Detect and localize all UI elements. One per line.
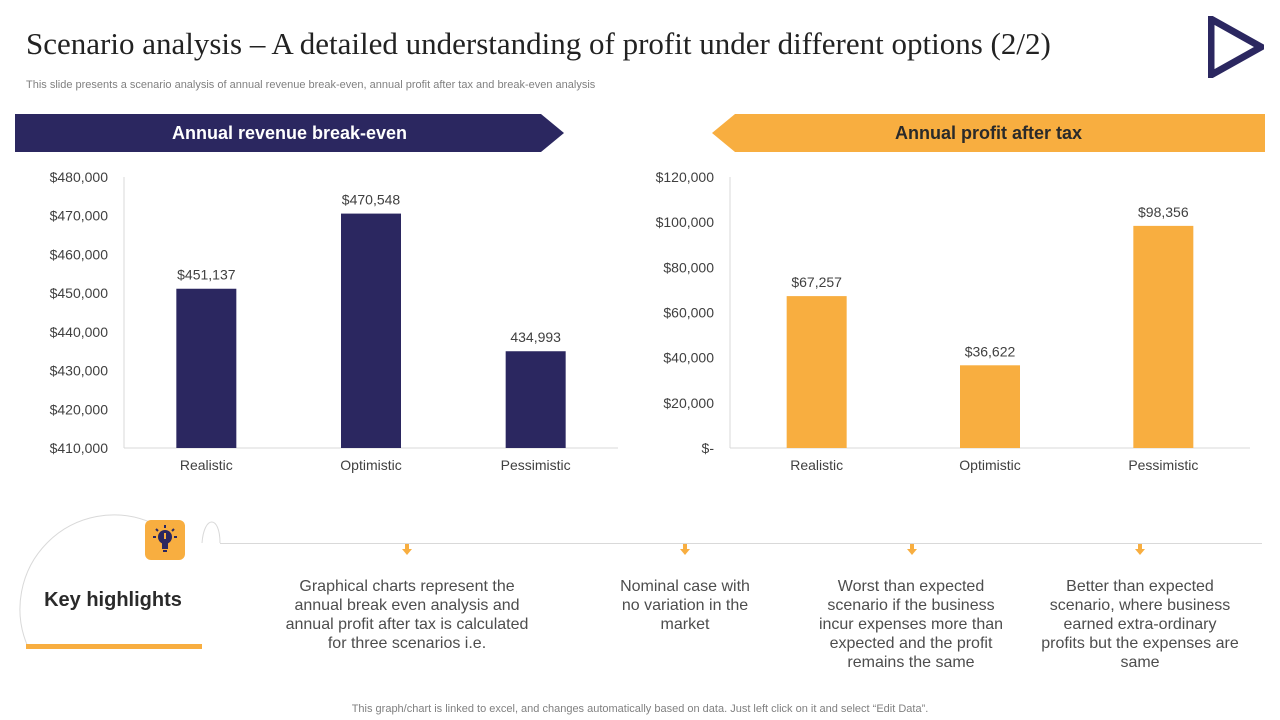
- timeline-marker: [680, 544, 690, 555]
- lightbulb-icon: [145, 520, 185, 560]
- x-tick-label: Optimistic: [959, 457, 1020, 473]
- slide-subtitle: This slide presents a scenario analysis …: [26, 79, 596, 91]
- timeline-marker: [402, 544, 412, 555]
- data-label: $36,622: [965, 343, 1016, 359]
- highlight-text-overview: Graphical charts represent the annual br…: [285, 578, 529, 652]
- slide-title: Scenario analysis – A detailed understan…: [26, 26, 1051, 61]
- data-label: 434,993: [510, 329, 561, 345]
- y-tick-label: $-: [702, 440, 715, 456]
- bar-optimistic: [960, 365, 1020, 448]
- y-tick-label: $460,000: [50, 246, 109, 262]
- data-label: $67,257: [791, 274, 842, 290]
- profit-after-tax-chart: $- $20,000 $40,000 $60,000 $80,000 $100,000 $1…: [640, 160, 1260, 485]
- highlight-text-worst: Worst than expected scenario if the busi…: [818, 578, 1004, 671]
- highlights-timeline: [220, 543, 1262, 544]
- y-tick-label: $440,000: [50, 324, 109, 340]
- bar-optimistic: [341, 213, 401, 448]
- y-tick-label: $120,000: [656, 169, 715, 185]
- bar-realistic: [786, 296, 847, 448]
- play-triangle-icon: [1208, 16, 1264, 78]
- highlights-arc: [19, 514, 221, 649]
- y-tick-label: $40,000: [663, 350, 714, 366]
- key-highlights-underline: [26, 644, 202, 649]
- highlight-text-better: Better than expected scenario, where bus…: [1041, 578, 1239, 671]
- highlight-text-nominal: Nominal case with no variation in the ma…: [620, 578, 750, 633]
- data-label: $451,137: [177, 267, 236, 283]
- x-tick-label: Realistic: [790, 457, 843, 473]
- y-tick-label: $430,000: [50, 363, 109, 379]
- x-tick-label: Pessimistic: [501, 457, 571, 473]
- banner-annual-revenue-break-even: Annual revenue break-even: [15, 114, 564, 152]
- y-tick-label: $100,000: [656, 214, 715, 230]
- timeline-marker: [907, 544, 917, 555]
- y-tick-label: $410,000: [50, 440, 109, 456]
- bar-pessimistic: [1133, 225, 1194, 448]
- y-tick-label: $470,000: [50, 208, 109, 224]
- y-tick-label: $420,000: [50, 401, 109, 417]
- x-tick-label: Realistic: [180, 457, 233, 473]
- x-tick-label: Pessimistic: [1128, 457, 1198, 473]
- banner-annual-profit-after-tax: Annual profit after tax: [712, 114, 1265, 152]
- y-tick-label: $20,000: [663, 395, 714, 411]
- timeline-marker: [1135, 544, 1145, 555]
- data-label: $98,356: [1138, 204, 1189, 220]
- key-highlights-label: Key highlights: [44, 589, 182, 611]
- y-tick-label: $480,000: [50, 169, 109, 185]
- y-tick-label: $450,000: [50, 285, 109, 301]
- revenue-break-even-chart: $410,000 $420,000 $430,000 $440,000 $450,000…: [10, 160, 630, 485]
- x-tick-label: Optimistic: [340, 457, 401, 473]
- bar-realistic: [176, 288, 237, 448]
- footer-note: This graph/chart is linked to excel, and…: [351, 703, 929, 715]
- y-tick-label: $60,000: [663, 305, 714, 321]
- y-tick-label: $80,000: [663, 259, 714, 275]
- data-label: $470,548: [342, 192, 401, 208]
- bar-pessimistic: [505, 351, 566, 448]
